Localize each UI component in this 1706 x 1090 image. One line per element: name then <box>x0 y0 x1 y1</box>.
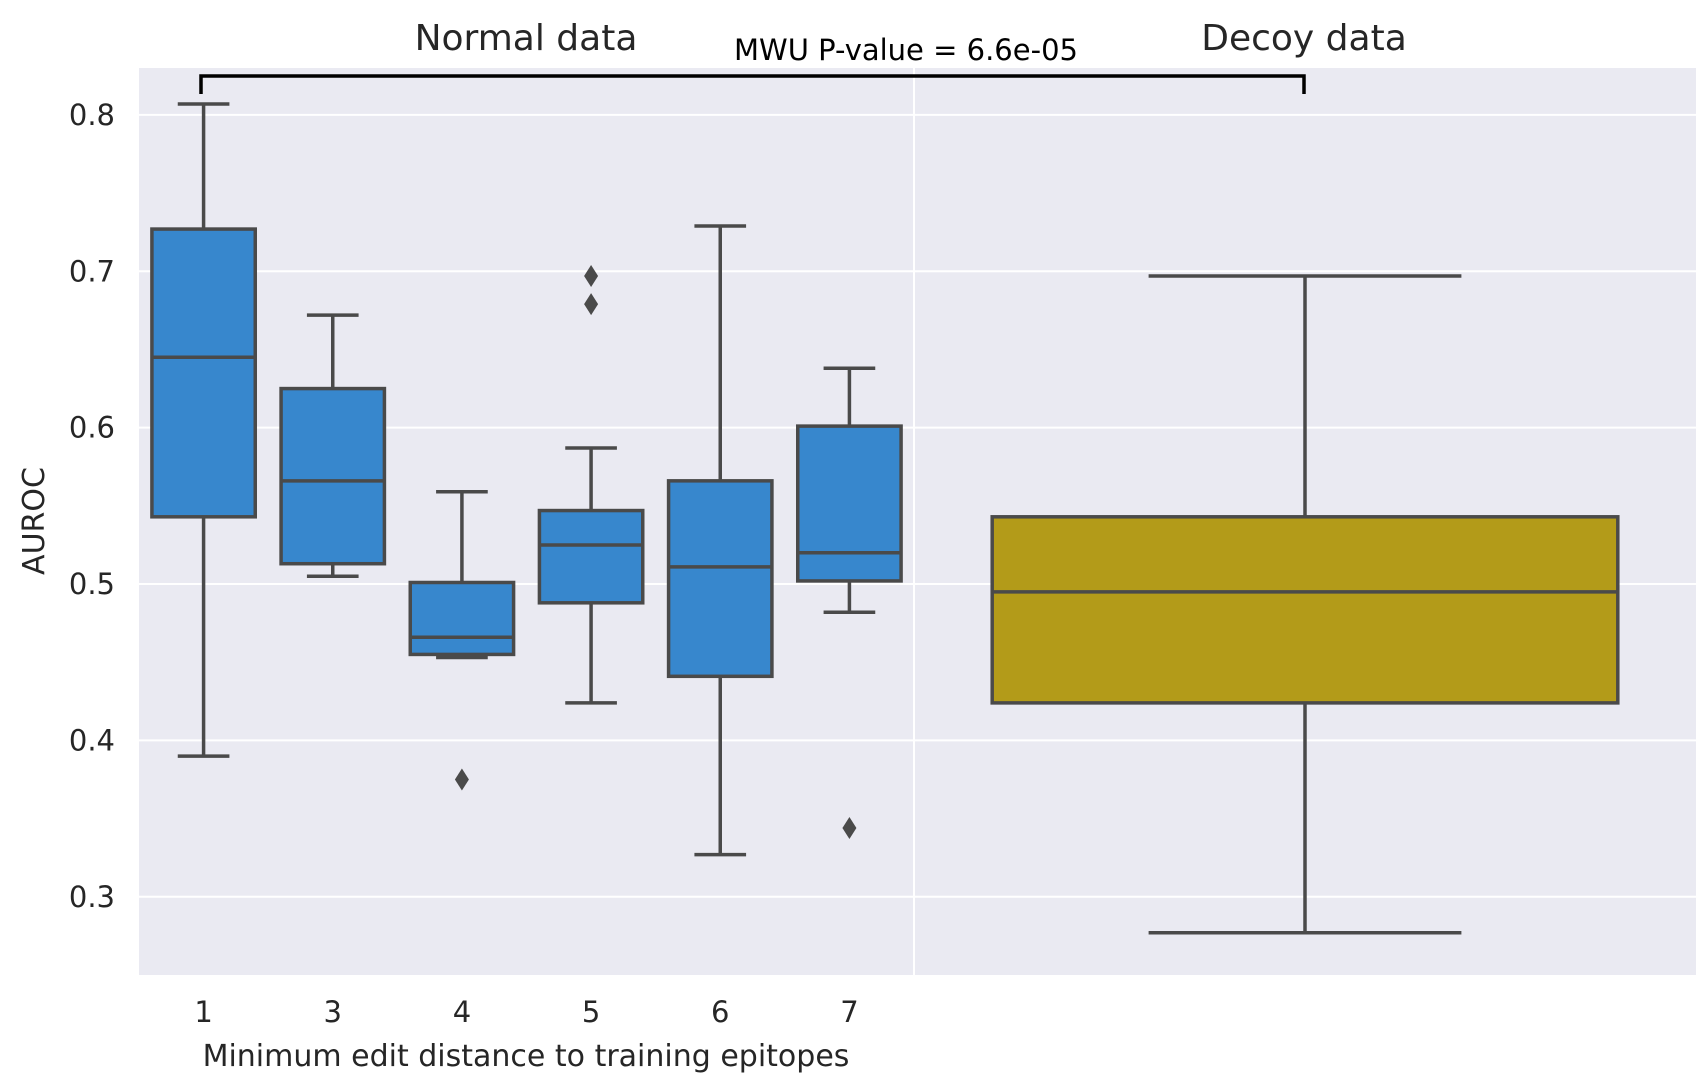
x-tick-labels: 1 3 4 5 6 7 <box>194 995 858 1029</box>
box-6 <box>666 224 774 857</box>
x-tick-label-7: 7 <box>840 995 858 1029</box>
box-decoy-iqr-box <box>990 515 1620 705</box>
x-axis-label: Minimum edit distance to training epitop… <box>203 1039 850 1074</box>
x-tick-label-6: 6 <box>711 995 729 1029</box>
y-tick-label-0.7: 0.7 <box>69 254 115 288</box>
left-plot-area <box>139 68 914 975</box>
box-5 <box>537 264 645 705</box>
box-5-outlier-1 <box>584 293 599 316</box>
x-tick-label-3: 3 <box>324 995 342 1029</box>
y-tick-label-0.6: 0.6 <box>69 411 115 445</box>
box-3 <box>279 313 387 578</box>
box-7 <box>796 366 903 840</box>
box-3-iqr-box <box>279 386 387 566</box>
x-tick-label-4: 4 <box>453 995 471 1029</box>
box-5-outlier-0 <box>584 264 599 287</box>
decoy-data-title: Decoy data <box>1201 18 1407 59</box>
box-4 <box>408 490 516 791</box>
x-tick-label-1: 1 <box>194 995 212 1029</box>
box-5-iqr-box <box>537 508 645 605</box>
boxes <box>150 102 1620 935</box>
x-tick-label-5: 5 <box>582 995 600 1029</box>
mwu-p-value-annotation: MWU P-value = 6.6e-05 <box>734 33 1078 67</box>
box-decoy <box>990 274 1620 935</box>
y-tick-label-0.4: 0.4 <box>69 723 115 757</box>
box-4-iqr-box <box>408 580 516 657</box>
box-6-iqr-box <box>666 479 774 679</box>
y-tick-labels: 0.3 0.4 0.5 0.6 0.7 0.8 <box>69 98 115 914</box>
box-4-outlier-0 <box>454 768 469 791</box>
box-7-iqr-box <box>796 424 903 583</box>
significance-bracket <box>199 74 1306 94</box>
y-tick-label-0.5: 0.5 <box>69 567 115 601</box>
box-7-outlier-0 <box>842 817 857 840</box>
y-tick-label-0.8: 0.8 <box>69 98 115 132</box>
box-1-iqr-box <box>150 227 258 519</box>
normal-data-title: Normal data <box>415 18 638 59</box>
y-axis-label: AUROC <box>17 467 52 575</box>
y-tick-label-0.3: 0.3 <box>69 880 115 914</box>
box-1 <box>150 102 258 758</box>
